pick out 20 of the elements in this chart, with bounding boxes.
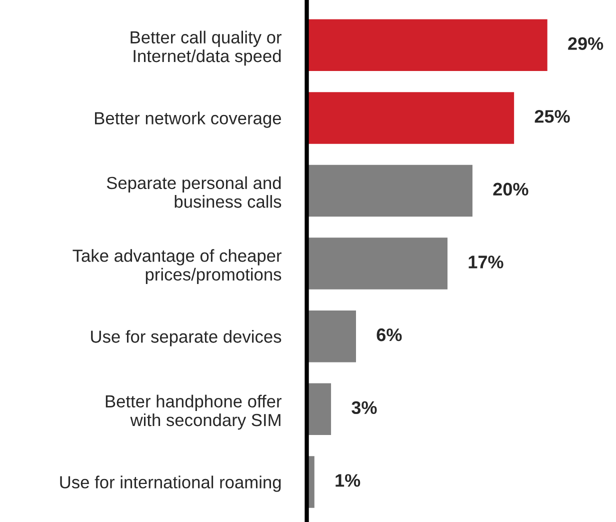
bar — [306, 309, 358, 364]
bar — [306, 163, 474, 218]
bar — [306, 236, 449, 291]
bar — [306, 90, 516, 146]
data-label: 29% — [568, 37, 604, 50]
y-tick-label: Use for separate devices — [91, 330, 282, 346]
data-label: 3% — [352, 401, 377, 414]
data-label: 6% — [376, 328, 402, 342]
y-tick-label: Use for international roaming — [60, 476, 281, 492]
data-label: 20% — [493, 182, 528, 196]
data-label: 1% — [336, 474, 360, 487]
y-tick-label: Separate personal and business calls — [106, 176, 282, 208]
y-tick-label: Better call quality or Internet/data speed — [130, 30, 282, 66]
bar — [306, 382, 332, 436]
data-label: 17% — [468, 256, 504, 268]
y-tick-label: Take advantage of cheaper prices/promotions — [72, 249, 282, 284]
y-tick-label: Better handphone offer with secondary SIM — [106, 394, 282, 430]
y-tick-label: Better network coverage — [95, 112, 282, 128]
data-label: 25% — [534, 110, 570, 123]
bar — [306, 18, 549, 72]
